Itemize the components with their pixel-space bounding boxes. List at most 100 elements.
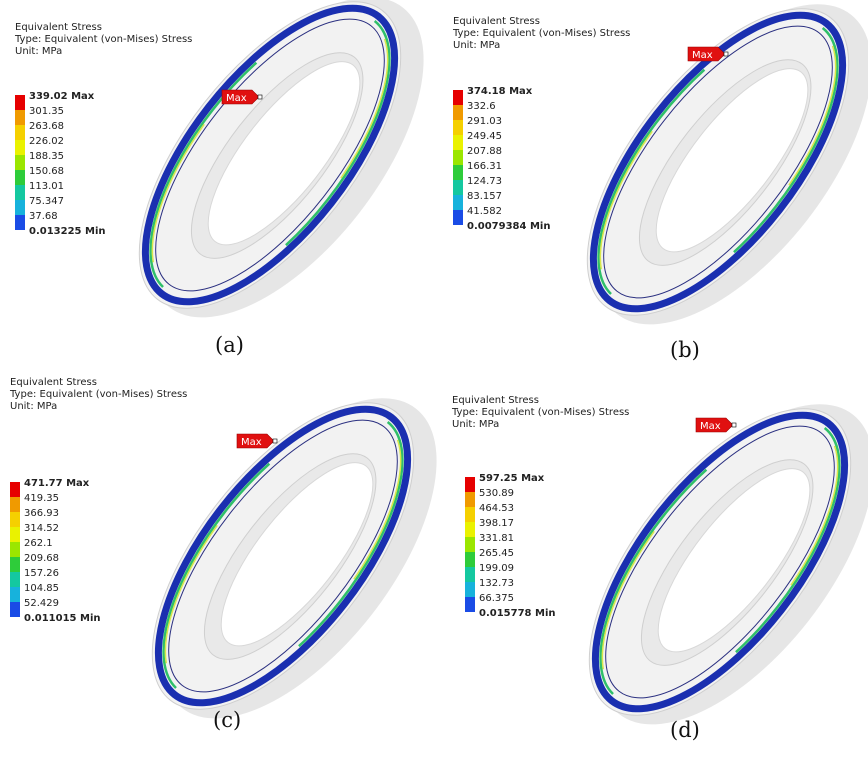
legend-swatch xyxy=(453,165,463,180)
legend-swatch xyxy=(453,90,463,105)
legend-label: 291.03 xyxy=(467,116,502,127)
max-pin xyxy=(272,438,278,444)
ring xyxy=(586,4,868,325)
max-label: Max xyxy=(692,50,713,61)
max-flag xyxy=(687,46,726,62)
max-flag xyxy=(221,89,260,105)
ring-stress-blue xyxy=(589,11,847,313)
legend-swatch xyxy=(453,120,463,135)
legend-header: Type: Equivalent (von-Mises) Stress xyxy=(14,34,192,45)
legend-swatch xyxy=(10,557,20,572)
legend-header: Type: Equivalent (von-Mises) Stress xyxy=(451,407,629,418)
legend-swatch xyxy=(10,542,20,557)
legend-label: 75.347 xyxy=(29,196,64,207)
legend-label: 83.157 xyxy=(467,191,502,202)
legend-swatch xyxy=(10,527,20,542)
legend-label: 398.17 xyxy=(479,518,514,529)
legend-header: Unit: MPa xyxy=(453,40,500,51)
legend-swatch xyxy=(465,597,475,612)
legend-label: 0.013225 Min xyxy=(29,226,105,237)
caption: (b) xyxy=(670,338,700,362)
legend-swatch xyxy=(15,215,25,230)
ring-stress-blue xyxy=(141,4,399,306)
legend-label: 150.68 xyxy=(29,166,64,177)
ring-hole xyxy=(220,462,374,647)
legend-label: 226.02 xyxy=(29,136,64,147)
legend-swatch xyxy=(465,567,475,582)
legend-label: 0.015778 Min xyxy=(479,608,555,619)
max-label: Max xyxy=(226,93,247,104)
legend-swatch xyxy=(15,185,25,200)
ring-stress-green xyxy=(599,419,841,705)
legend-label: 66.375 xyxy=(479,593,514,604)
legend-label: 157.26 xyxy=(24,568,59,579)
legend-label: 0.011015 Min xyxy=(24,613,100,624)
legend-swatch xyxy=(10,587,20,602)
legend-header: Equivalent Stress xyxy=(452,395,539,406)
legend-label: 339.02 Max xyxy=(29,91,95,102)
legend-swatch xyxy=(465,522,475,537)
legend-label: 0.0079384 Min xyxy=(467,221,550,232)
legend-swatch xyxy=(465,507,475,522)
legend-swatch xyxy=(453,150,463,165)
legend-header: Type: Equivalent (von-Mises) Stress xyxy=(452,28,630,39)
caption: (d) xyxy=(670,718,700,742)
legend-swatch xyxy=(15,155,25,170)
ring-hole xyxy=(657,468,811,653)
caption: (a) xyxy=(215,333,244,357)
legend-label: 188.35 xyxy=(29,151,64,162)
legend-label: 104.85 xyxy=(24,583,59,594)
legend-swatch xyxy=(15,170,25,185)
legend-label: 262.1 xyxy=(24,538,53,549)
legend-label: 209.68 xyxy=(24,553,59,564)
ring xyxy=(588,404,868,725)
legend-label: 249.45 xyxy=(467,131,502,142)
legend-swatch xyxy=(453,210,463,225)
ring-stress-blue xyxy=(591,411,849,713)
legend-label: 471.77 Max xyxy=(24,478,90,489)
legend-label: 314.52 xyxy=(24,523,59,534)
legend-swatch xyxy=(465,477,475,492)
legend-swatch xyxy=(453,195,463,210)
legend-swatch xyxy=(10,482,20,497)
ring-inner-edge xyxy=(168,419,398,693)
legend-swatch xyxy=(453,180,463,195)
legend-label: 124.73 xyxy=(467,176,502,187)
legend-header: Equivalent Stress xyxy=(15,22,102,33)
ring-inner-edge xyxy=(603,25,833,299)
legend-label: 207.88 xyxy=(467,146,502,157)
legend-swatch xyxy=(465,537,475,552)
legend-swatch xyxy=(10,602,20,617)
legend-swatch xyxy=(15,140,25,155)
legend-label: 419.35 xyxy=(24,493,59,504)
legend-label: 52.429 xyxy=(24,598,59,609)
legend-label: 597.25 Max xyxy=(479,473,545,484)
legend-label: 301.35 xyxy=(29,106,64,117)
legend-swatch xyxy=(465,492,475,507)
legend-swatch xyxy=(10,572,20,587)
legend-label: 166.31 xyxy=(467,161,502,172)
max-flag xyxy=(695,417,734,433)
ring-inner-edge xyxy=(155,18,385,292)
legend-header: Unit: MPa xyxy=(10,401,57,412)
legend-swatch xyxy=(465,582,475,597)
legend-label: 530.89 xyxy=(479,488,514,499)
legend-header: Equivalent Stress xyxy=(10,377,97,388)
max-label: Max xyxy=(241,437,262,448)
legend-label: 332.6 xyxy=(467,101,496,112)
legend-swatch xyxy=(15,200,25,215)
legend-swatch xyxy=(453,135,463,150)
legend-swatch xyxy=(15,125,25,140)
legend-label: 113.01 xyxy=(29,181,64,192)
max-flag xyxy=(236,433,275,449)
legend-header: Equivalent Stress xyxy=(453,16,540,27)
legend-swatch xyxy=(15,110,25,125)
ring-hole xyxy=(207,61,361,246)
legend-label: 331.81 xyxy=(479,533,514,544)
legend-label: 464.53 xyxy=(479,503,514,514)
caption: (c) xyxy=(213,708,241,732)
legend-label: 374.18 Max xyxy=(467,86,533,97)
